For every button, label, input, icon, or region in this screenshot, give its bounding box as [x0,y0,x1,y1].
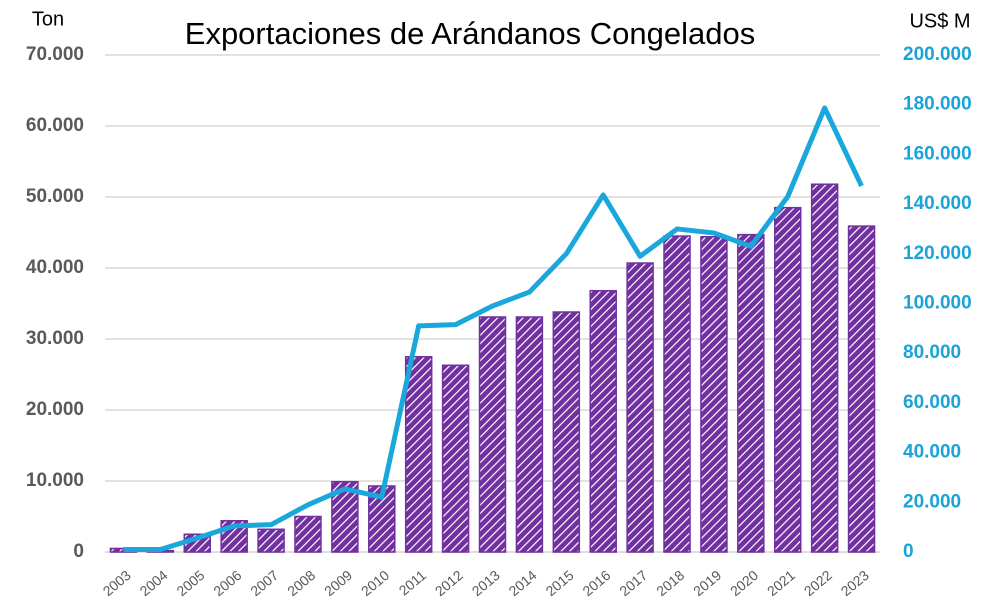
y-tick-label: 30.000 [26,328,84,349]
x-tick-label: 2011 [396,567,430,599]
y-tick-label: 0 [73,541,84,562]
x-tick-label: 2012 [432,567,466,599]
y2-tick-label: 200.000 [903,44,972,65]
y-tick-label: 70.000 [26,44,84,65]
x-tick-label: 2009 [321,567,355,599]
x-tick-label: 2022 [801,567,835,599]
chart-title: Exportaciones de Arándanos Congelados [185,16,755,51]
bar [626,262,654,553]
y2-tick-label: 160.000 [903,143,972,164]
y2-tick-label: 0 [903,541,914,562]
x-tick-label: 2003 [100,567,134,599]
x-tick-label: 2004 [137,567,171,599]
bar [404,356,433,553]
bar [773,206,802,553]
y-tick-label: 40.000 [26,257,84,278]
bar [257,528,285,553]
x-tick-label: 2008 [284,567,318,599]
x-tick-label: 2017 [616,567,650,599]
bar [810,183,839,553]
y-tick-label: 20.000 [26,399,84,420]
y2-tick-label: 140.000 [903,193,972,214]
y2-tick-label: 120.000 [903,243,972,264]
y-tick-label: 60.000 [26,115,84,136]
x-tick-label: 2015 [542,567,576,599]
x-tick-label: 2010 [358,567,392,599]
y-tick-label: 50.000 [26,186,84,207]
y2-tick-label: 100.000 [903,293,972,314]
y2-tick-label: 80.000 [903,342,961,363]
x-tick-label: 2005 [173,567,207,599]
x-tick-label: 2018 [653,567,687,599]
y2-tick-label: 60.000 [903,392,961,413]
bar [552,311,581,553]
bar [589,289,617,553]
y2-axis-label: US$ M [909,10,970,32]
y-tick-label: 10.000 [26,470,84,491]
bar [478,316,507,553]
x-tick-label: 2021 [764,567,798,599]
bar [294,515,322,553]
bar [737,233,765,553]
x-tick-label: 2006 [210,567,244,599]
x-tick-label: 2014 [506,567,540,599]
y-axis-label: Ton [32,8,64,30]
x-tick-label: 2020 [727,567,761,599]
y2-tick-label: 180.000 [903,94,972,115]
x-tick-label: 2007 [247,567,281,599]
bar [847,225,876,553]
y2-tick-label: 40.000 [903,442,961,463]
bar [515,316,544,553]
y2-tick-label: 20.000 [903,491,961,512]
x-tick-label: 2016 [579,567,613,599]
x-tick-label: 2023 [838,567,872,599]
bar [441,364,470,553]
bar [700,236,728,553]
x-tick-label: 2013 [469,567,503,599]
line [123,105,864,553]
bar [663,235,691,553]
x-tick-label: 2019 [690,567,724,599]
